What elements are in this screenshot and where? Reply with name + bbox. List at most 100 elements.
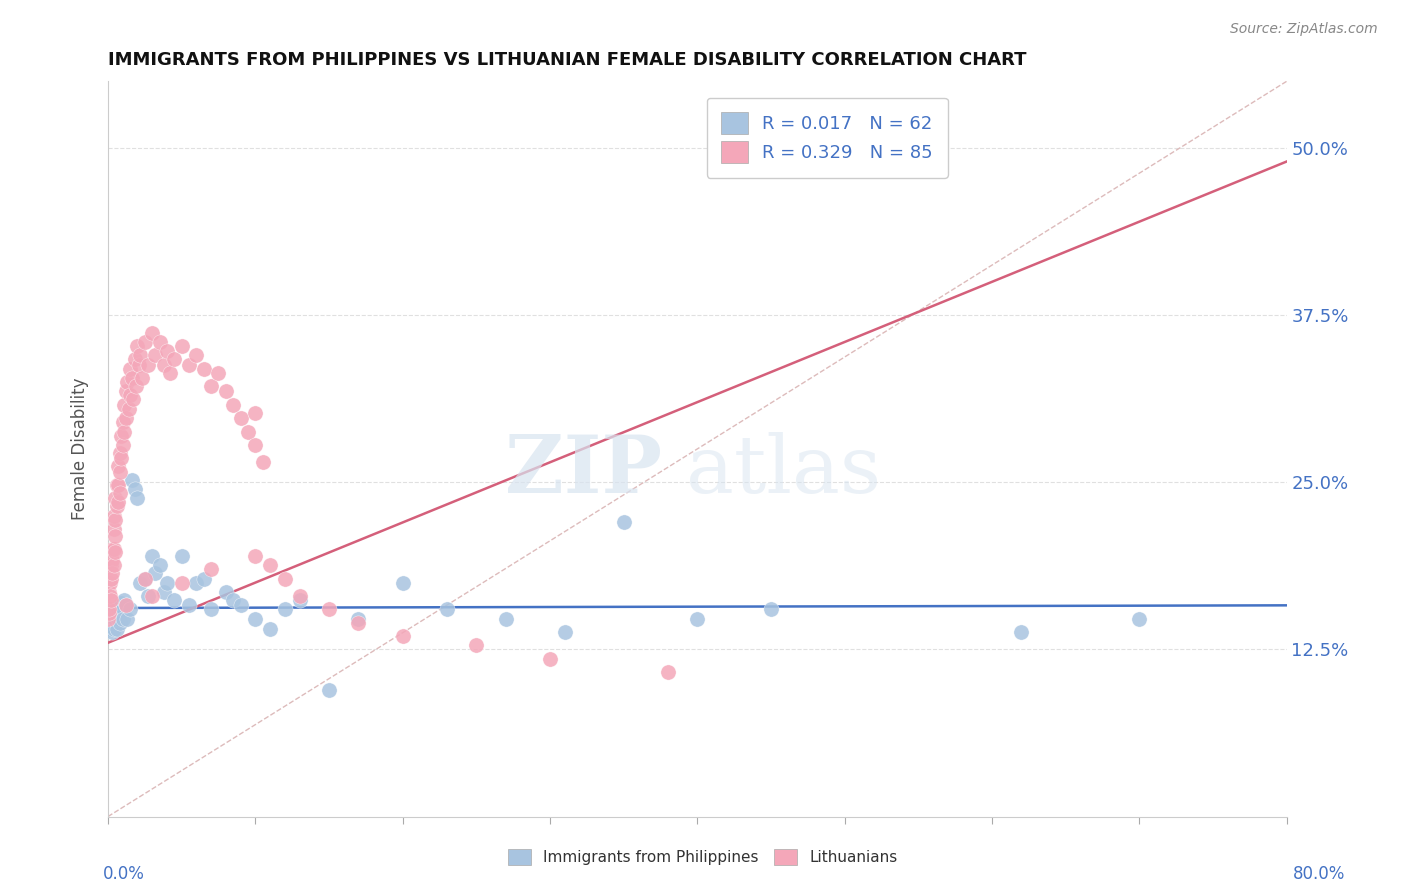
Point [153, 358, 176, 372]
Point [103, 522, 125, 536]
Point [114, 411, 136, 425]
Point [259, 623, 281, 637]
Point [245, 612, 267, 626]
Text: 0.0%: 0.0% [103, 865, 145, 883]
Point [163, 593, 186, 607]
Point [101, 553, 124, 567]
Point [259, 558, 281, 573]
Point [108, 607, 131, 621]
Point [97, 612, 120, 626]
Point [111, 612, 134, 626]
Point [124, 482, 146, 496]
Point [100, 623, 122, 637]
Point [686, 612, 709, 626]
Point [103, 607, 125, 621]
Point [391, 629, 413, 643]
Point [134, 334, 156, 349]
Legend: Immigrants from Philippines, Lithuanians: Immigrants from Philippines, Lithuanians [502, 843, 904, 871]
Point [114, 384, 136, 399]
Point [538, 652, 561, 666]
Point [111, 602, 134, 616]
Point [104, 491, 127, 506]
Point [98, 607, 121, 621]
Point [200, 602, 222, 616]
Point [127, 491, 149, 506]
Point [120, 388, 142, 402]
Text: 80.0%: 80.0% [1294, 865, 1346, 883]
Point [107, 478, 129, 492]
Point [318, 682, 340, 697]
Point [101, 566, 124, 581]
Point [554, 625, 576, 640]
Point [108, 486, 131, 500]
Point [120, 602, 142, 616]
Point [129, 575, 152, 590]
Point [236, 425, 259, 439]
Point [104, 612, 127, 626]
Point [229, 411, 252, 425]
Point [105, 500, 128, 514]
Point [200, 562, 222, 576]
Point [170, 549, 193, 563]
Text: Source: ZipAtlas.com: Source: ZipAtlas.com [1230, 22, 1378, 37]
Point [121, 371, 143, 385]
Point [288, 589, 311, 603]
Point [103, 558, 125, 573]
Text: ZIP: ZIP [505, 432, 662, 510]
Point [134, 572, 156, 586]
Point [120, 361, 142, 376]
Point [200, 379, 222, 393]
Point [163, 352, 186, 367]
Point [215, 585, 238, 599]
Point [111, 438, 134, 452]
Point [112, 425, 135, 439]
Point [98, 615, 121, 630]
Point [100, 593, 122, 607]
Point [110, 596, 132, 610]
Text: atlas: atlas [686, 432, 880, 510]
Point [759, 602, 782, 616]
Point [131, 371, 153, 385]
Point [245, 549, 267, 563]
Point [107, 495, 129, 509]
Point [129, 348, 152, 362]
Point [148, 334, 170, 349]
Point [100, 612, 122, 626]
Point [112, 593, 135, 607]
Point [245, 438, 267, 452]
Point [153, 585, 176, 599]
Point [170, 339, 193, 353]
Point [318, 602, 340, 616]
Point [105, 607, 128, 621]
Point [143, 348, 166, 362]
Point [107, 612, 129, 626]
Point [193, 361, 215, 376]
Point [465, 639, 488, 653]
Point [177, 358, 200, 372]
Point [222, 593, 245, 607]
Point [391, 575, 413, 590]
Point [252, 455, 274, 469]
Point [101, 625, 124, 640]
Point [186, 348, 208, 362]
Point [104, 545, 127, 559]
Point [274, 572, 297, 586]
Point [98, 589, 121, 603]
Point [136, 358, 159, 372]
Point [104, 602, 127, 616]
Y-axis label: Female Disability: Female Disability [72, 377, 89, 520]
Point [121, 473, 143, 487]
Point [207, 366, 229, 380]
Point [215, 384, 238, 399]
Point [124, 352, 146, 367]
Point [143, 566, 166, 581]
Point [115, 612, 138, 626]
Legend: R = 0.017   N = 62, R = 0.329   N = 85: R = 0.017 N = 62, R = 0.329 N = 85 [706, 98, 948, 178]
Point [107, 602, 129, 616]
Point [111, 415, 134, 429]
Point [193, 572, 215, 586]
Point [104, 529, 127, 543]
Point [347, 615, 370, 630]
Point [105, 478, 128, 492]
Point [1010, 625, 1032, 640]
